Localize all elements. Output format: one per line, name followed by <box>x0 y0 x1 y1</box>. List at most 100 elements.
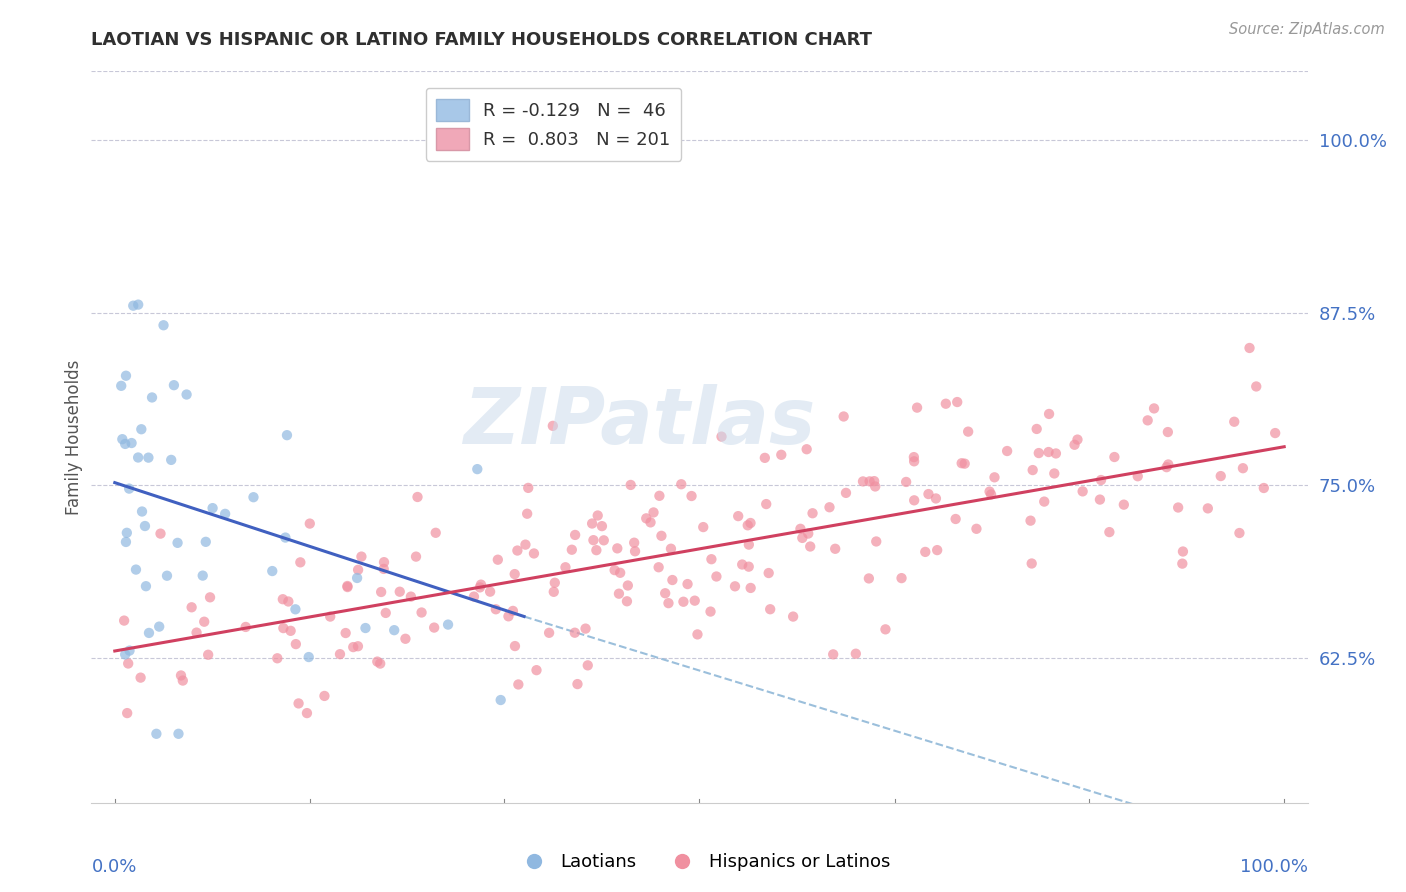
Point <box>620 478 643 492</box>
Point <box>727 509 749 524</box>
Point <box>342 640 364 654</box>
Point <box>235 620 257 634</box>
Point <box>755 497 778 511</box>
Point <box>180 600 202 615</box>
Point <box>131 422 153 436</box>
Point <box>686 627 709 641</box>
Point <box>917 487 939 501</box>
Point <box>486 552 509 566</box>
Point <box>1232 461 1254 475</box>
Point <box>354 621 377 635</box>
Point <box>329 647 352 661</box>
Point <box>586 508 609 523</box>
Point <box>927 543 949 558</box>
Point <box>125 563 148 577</box>
Point <box>957 425 980 439</box>
Point <box>740 516 762 530</box>
Point <box>858 475 880 489</box>
Point <box>1038 445 1060 459</box>
Point <box>1043 467 1066 481</box>
Point <box>567 677 589 691</box>
Point <box>672 595 695 609</box>
Point <box>1033 494 1056 508</box>
Point <box>437 617 460 632</box>
Point <box>617 578 640 592</box>
Point <box>197 648 219 662</box>
Point <box>606 541 628 556</box>
Point <box>485 602 508 616</box>
Point <box>1156 460 1178 475</box>
Point <box>796 442 818 457</box>
Point <box>835 486 858 500</box>
Point <box>582 533 605 548</box>
Point <box>156 568 179 582</box>
Point <box>905 401 928 415</box>
Point <box>561 542 583 557</box>
Point <box>506 543 529 558</box>
Point <box>138 626 160 640</box>
Point <box>581 516 603 531</box>
Point <box>523 546 546 560</box>
Point <box>160 453 183 467</box>
Point <box>114 437 136 451</box>
Point <box>574 622 596 636</box>
Point <box>336 580 359 594</box>
Point <box>683 593 706 607</box>
Point <box>131 504 153 518</box>
Point <box>759 602 782 616</box>
Point <box>925 491 948 506</box>
Point <box>541 418 564 433</box>
Text: LAOTIAN VS HISPANIC OR LATINO FAMILY HOUSEHOLDS CORRELATION CHART: LAOTIAN VS HISPANIC OR LATINO FAMILY HOU… <box>91 31 872 49</box>
Point <box>277 594 299 608</box>
Point <box>411 606 433 620</box>
Point <box>167 727 190 741</box>
Text: 0.0%: 0.0% <box>91 858 136 876</box>
Point <box>373 555 395 569</box>
Point <box>965 522 987 536</box>
Point <box>526 663 548 677</box>
Point <box>172 673 194 688</box>
Point <box>875 623 897 637</box>
Point <box>1143 401 1166 416</box>
Point <box>468 581 491 595</box>
Point <box>737 518 759 533</box>
Point <box>564 528 586 542</box>
Point <box>1171 557 1194 571</box>
Point <box>1167 500 1189 515</box>
Point <box>640 516 662 530</box>
Point <box>382 623 405 637</box>
Point <box>319 609 342 624</box>
Point <box>271 592 294 607</box>
Point <box>823 648 845 662</box>
Point <box>138 450 160 465</box>
Point <box>194 534 217 549</box>
Point <box>465 462 488 476</box>
Point <box>370 585 392 599</box>
Point <box>350 549 373 564</box>
Point <box>1088 492 1111 507</box>
Point <box>374 606 396 620</box>
Point <box>710 429 733 443</box>
Point <box>201 501 224 516</box>
Point <box>1021 557 1043 571</box>
Point <box>347 640 370 654</box>
Point <box>544 575 567 590</box>
Point <box>603 563 626 577</box>
Point <box>127 297 149 311</box>
Point <box>818 500 841 515</box>
Point <box>738 538 761 552</box>
Point <box>517 481 540 495</box>
Point <box>115 525 138 540</box>
Point <box>607 587 630 601</box>
Point <box>242 490 264 504</box>
Point <box>797 526 820 541</box>
Point <box>489 693 512 707</box>
Point <box>661 573 683 587</box>
Point <box>129 671 152 685</box>
Point <box>792 531 814 545</box>
Point <box>135 579 157 593</box>
Point <box>953 457 976 471</box>
Point <box>115 706 138 720</box>
Point <box>643 505 665 519</box>
Point <box>423 621 446 635</box>
